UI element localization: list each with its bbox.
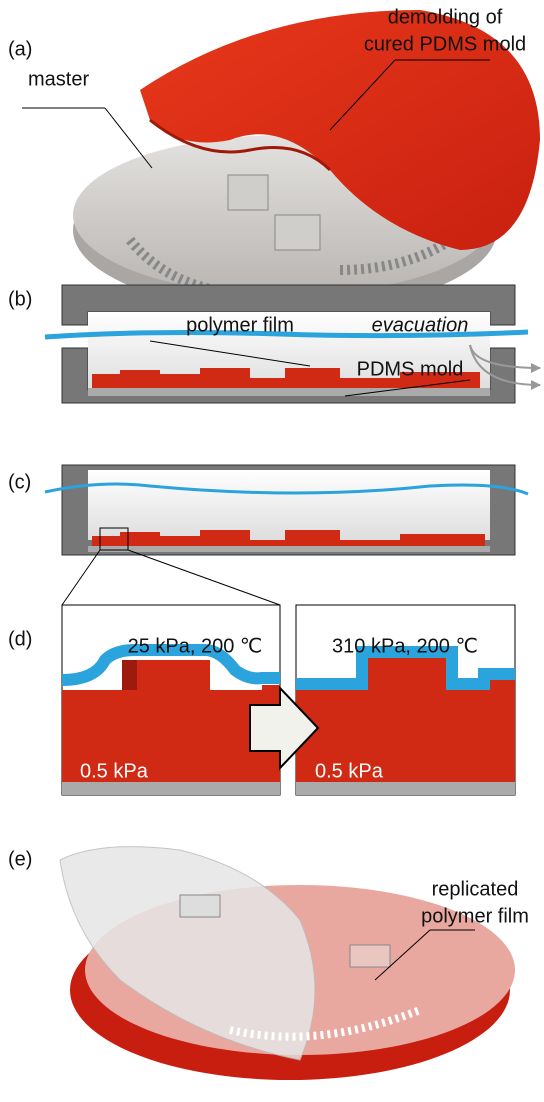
label: 0.5 kPa [315, 760, 384, 782]
pads [229, 1006, 422, 1041]
pdms-mold [92, 530, 485, 548]
zoom-line [61, 549, 101, 606]
polymer-film [44, 482, 529, 496]
mold-shadow [122, 660, 137, 690]
film-feature [179, 894, 221, 918]
label: polymer film [421, 905, 529, 927]
leader [344, 379, 471, 397]
label: 310 kPa, 200 ℃ [332, 635, 478, 657]
label: demolding of [388, 6, 503, 28]
mold-profile [296, 658, 515, 782]
pdms-mold [92, 368, 480, 390]
panel-label: (e) [8, 848, 32, 870]
leader [104, 107, 153, 169]
chamber-floor [88, 546, 490, 552]
panel-d: (d) 25 kPa, 200 ℃ 310 kPa, 200 ℃ 0.5 kPa… [8, 604, 516, 796]
mold-edge [149, 118, 332, 172]
floor [296, 782, 515, 795]
panel-label: (c) [8, 471, 31, 493]
evacuation-arrow [469, 344, 541, 390]
panel-b: (b) polymer film evacuation PDMS mold [8, 284, 541, 404]
label: master [28, 68, 89, 90]
floor [62, 782, 280, 795]
label: replicated [432, 878, 519, 900]
chamber-inner [88, 470, 490, 540]
panel-e: (e) replicated polymer film [8, 846, 529, 1080]
panel-label: (b) [8, 288, 32, 310]
mold-profile [62, 660, 280, 782]
zoom-box [99, 527, 129, 551]
polymer-film [61, 644, 280, 686]
polymer-film [44, 329, 529, 340]
mold-feature [349, 944, 391, 968]
leader [374, 929, 431, 981]
zoom-line [127, 549, 281, 606]
panel-c: (c) [8, 464, 529, 606]
polymer-film [59, 846, 316, 1061]
label: PDMS mold [357, 358, 464, 380]
leader [149, 340, 311, 367]
label: polymer film [186, 314, 294, 336]
master-pads [126, 236, 251, 300]
panel-a: (a) master demolding of cured PDMS mold [8, 6, 540, 312]
chamber-floor [88, 388, 490, 396]
process-arrow [249, 685, 320, 771]
label: evacuation [372, 314, 469, 336]
panel-label: (d) [8, 628, 32, 650]
master-feature [274, 214, 321, 251]
polymer-film [296, 646, 515, 690]
label: cured PDMS mold [364, 33, 526, 55]
master-feature [227, 174, 269, 211]
pdms-mold [140, 10, 540, 250]
leader [329, 59, 396, 131]
label: 0.5 kPa [80, 760, 149, 782]
panel-label: (a) [8, 38, 32, 60]
label: 25 kPa, 200 ℃ [128, 635, 263, 657]
